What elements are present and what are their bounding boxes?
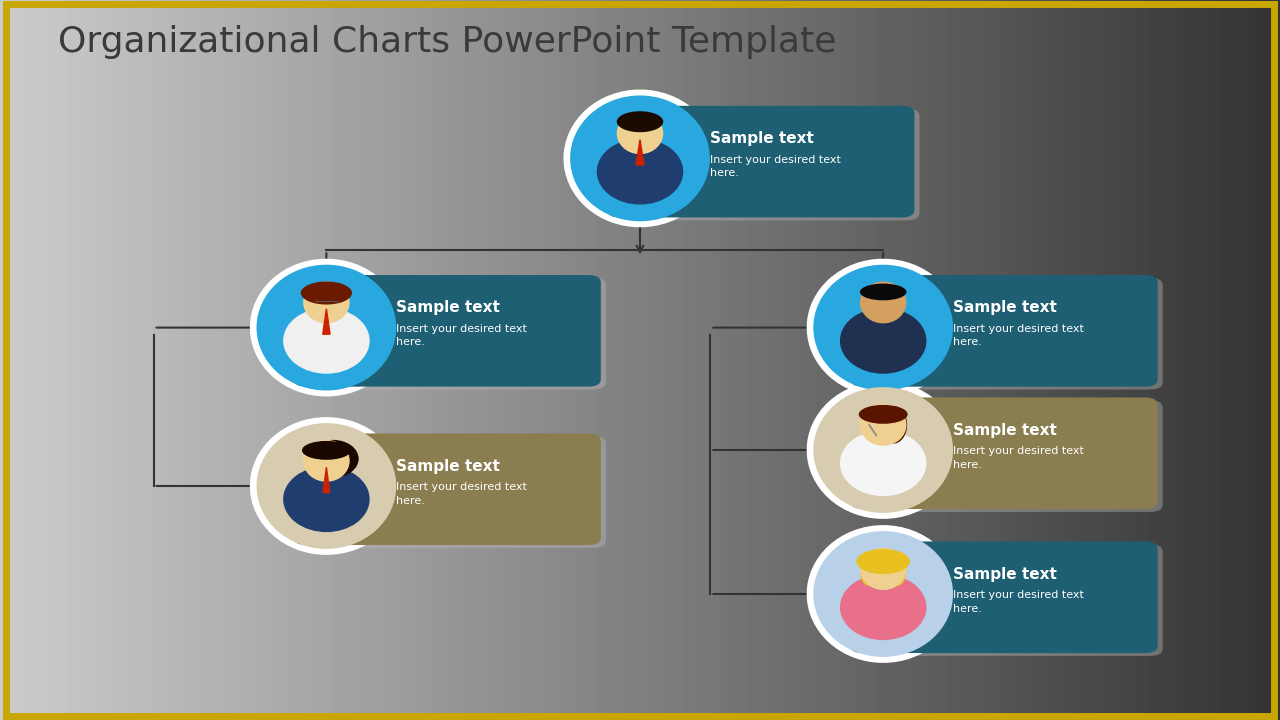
FancyBboxPatch shape (607, 106, 914, 217)
Ellipse shape (840, 431, 927, 496)
Text: Insert your desired text
here.: Insert your desired text here. (397, 482, 527, 505)
Ellipse shape (307, 440, 358, 477)
Text: Insert your desired text
here.: Insert your desired text here. (397, 324, 527, 347)
Ellipse shape (250, 258, 403, 397)
Ellipse shape (860, 548, 906, 590)
Ellipse shape (596, 139, 684, 204)
Ellipse shape (890, 557, 906, 585)
Ellipse shape (303, 282, 349, 323)
FancyBboxPatch shape (298, 436, 605, 548)
FancyBboxPatch shape (293, 275, 600, 387)
Ellipse shape (617, 112, 663, 154)
Ellipse shape (806, 381, 960, 519)
Text: Insert your desired text
here.: Insert your desired text here. (954, 446, 1084, 469)
Text: Insert your desired text
here.: Insert your desired text here. (710, 155, 841, 178)
FancyBboxPatch shape (855, 544, 1162, 656)
FancyBboxPatch shape (855, 278, 1162, 390)
FancyBboxPatch shape (850, 275, 1157, 387)
Ellipse shape (860, 548, 906, 590)
Ellipse shape (840, 575, 927, 640)
Ellipse shape (840, 308, 927, 374)
Polygon shape (323, 467, 330, 492)
FancyBboxPatch shape (850, 541, 1157, 653)
Ellipse shape (256, 265, 397, 390)
Text: Sample text: Sample text (710, 131, 814, 146)
Ellipse shape (860, 404, 906, 446)
Ellipse shape (806, 258, 960, 397)
FancyBboxPatch shape (293, 433, 600, 545)
Ellipse shape (570, 96, 710, 221)
Ellipse shape (250, 417, 403, 555)
Ellipse shape (813, 387, 954, 513)
Text: Insert your desired text
here.: Insert your desired text here. (954, 324, 1084, 347)
Polygon shape (323, 309, 330, 334)
Ellipse shape (813, 265, 954, 390)
Ellipse shape (806, 525, 960, 663)
Ellipse shape (303, 440, 349, 482)
FancyBboxPatch shape (850, 397, 1157, 509)
Text: Sample text: Sample text (954, 567, 1057, 582)
Ellipse shape (879, 406, 908, 444)
Ellipse shape (860, 557, 877, 585)
Ellipse shape (256, 423, 397, 549)
Text: Insert your desired text
here.: Insert your desired text here. (954, 590, 1084, 613)
Ellipse shape (856, 549, 910, 574)
Text: Sample text: Sample text (397, 300, 500, 315)
Ellipse shape (813, 531, 954, 657)
Ellipse shape (301, 282, 352, 305)
Text: Organizational Charts PowerPoint Template: Organizational Charts PowerPoint Templat… (58, 25, 836, 59)
Ellipse shape (860, 284, 906, 300)
Text: Sample text: Sample text (397, 459, 500, 474)
Ellipse shape (283, 467, 370, 532)
FancyBboxPatch shape (855, 400, 1162, 512)
Ellipse shape (563, 89, 717, 228)
Text: Sample text: Sample text (954, 423, 1057, 438)
Ellipse shape (617, 111, 663, 132)
Ellipse shape (859, 405, 908, 424)
Ellipse shape (302, 441, 351, 460)
Polygon shape (636, 140, 644, 165)
FancyBboxPatch shape (612, 109, 919, 220)
FancyBboxPatch shape (298, 278, 605, 390)
Ellipse shape (283, 308, 370, 374)
Text: Sample text: Sample text (954, 300, 1057, 315)
Ellipse shape (860, 282, 906, 323)
